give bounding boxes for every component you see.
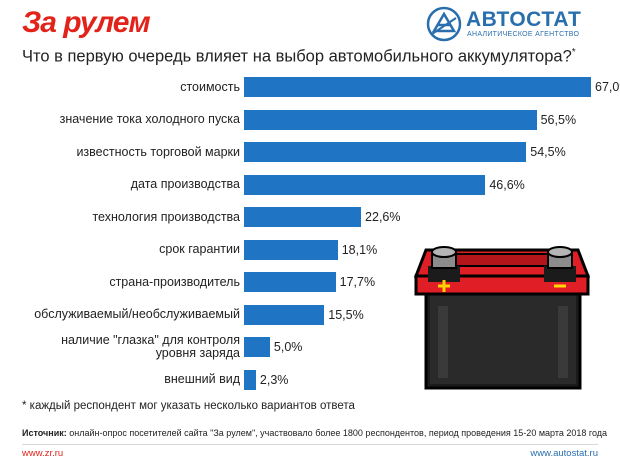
bar-chart: стоимость 67,0% значение тока холодного пу… bbox=[0, 70, 620, 400]
value-label: 2,3% bbox=[259, 372, 289, 387]
bar bbox=[244, 174, 486, 195]
autostat-url-link[interactable]: www.autostat.ru bbox=[530, 448, 598, 459]
category-label-line: стоимость bbox=[180, 79, 240, 94]
source-note: Источник: онлайн-опрос посетителей сайта… bbox=[22, 428, 607, 438]
category-label-line: технология производства bbox=[92, 209, 240, 224]
category-label-line: известность торговой марки bbox=[76, 144, 240, 159]
bar bbox=[244, 77, 591, 97]
zr-url-link[interactable]: www.zr.ru bbox=[22, 448, 64, 459]
footer-divider bbox=[22, 444, 598, 445]
za-rulem-logo: За рулем bbox=[22, 6, 151, 39]
category-label: внешний вид bbox=[164, 373, 240, 386]
car-battery-icon bbox=[413, 246, 591, 390]
bar bbox=[244, 142, 527, 162]
value-label: 54,5% bbox=[530, 145, 566, 159]
value-label: 5,0% bbox=[273, 340, 303, 354]
value-label: 67,0% bbox=[595, 80, 620, 94]
bar bbox=[244, 239, 338, 260]
value-label: 56,5% bbox=[540, 112, 577, 127]
category-label: дата производства bbox=[131, 178, 240, 191]
category-label-line: внешний вид bbox=[164, 372, 240, 386]
value-label: 15,5% bbox=[328, 307, 364, 322]
source-label: Источник: bbox=[22, 428, 67, 438]
category-label: известность торговой марки bbox=[76, 144, 240, 159]
category-label-line: обслуживаемый/необслуживаемый bbox=[34, 307, 240, 321]
category-label: значение тока холодного пуска bbox=[60, 113, 240, 126]
title-footnote-mark: * bbox=[571, 47, 576, 58]
chart-title: Что в первую очередь влияет на выбор авт… bbox=[22, 47, 576, 67]
bar bbox=[244, 272, 336, 292]
category-label: страна-производитель bbox=[109, 274, 240, 289]
category-label-line: страна-производитель bbox=[109, 274, 240, 289]
value-label: 22,6% bbox=[365, 210, 401, 224]
avtostat-subtitle: АНАЛИТИЧЕСКОЕ АГЕНТСТВО bbox=[467, 31, 580, 38]
category-label-line: дата производства bbox=[130, 177, 240, 191]
category-label: обслуживаемый/необслуживаемый bbox=[34, 308, 240, 321]
category-label-line: уровня заряда bbox=[155, 346, 240, 360]
avtostat-emblem-icon bbox=[426, 6, 462, 42]
bar bbox=[244, 304, 325, 325]
bar bbox=[244, 109, 537, 130]
value-label: 46,6% bbox=[489, 177, 525, 192]
bar bbox=[244, 369, 256, 390]
category-label-line: значение тока холодного пуска bbox=[59, 112, 240, 126]
category-label-line: наличие "глазка" для контроля bbox=[61, 333, 240, 347]
bar bbox=[244, 337, 270, 357]
bar bbox=[244, 207, 362, 227]
value-label: 18,1% bbox=[341, 242, 378, 257]
category-label: технология производства bbox=[92, 209, 240, 224]
category-label: наличие "глазка" для контроля уровня заря… bbox=[61, 334, 240, 360]
chart-title-text: Что в первую очередь влияет на выбор авт… bbox=[22, 47, 572, 66]
avtostat-name: АВТОСТАТ bbox=[466, 8, 582, 31]
footnote: * каждый респондент мог указать нескольк… bbox=[22, 400, 355, 412]
source-text: онлайн-опрос посетителей сайта "За рулем… bbox=[66, 428, 608, 438]
value-label: 17,7% bbox=[339, 275, 376, 289]
category-label: срок гарантии bbox=[159, 243, 240, 256]
category-label-line: срок гарантии bbox=[159, 242, 240, 256]
avtostat-logo: АВТОСТАТ АНАЛИТИЧЕСКОЕ АГЕНТСТВО bbox=[426, 6, 598, 42]
category-label: стоимость bbox=[180, 79, 240, 94]
